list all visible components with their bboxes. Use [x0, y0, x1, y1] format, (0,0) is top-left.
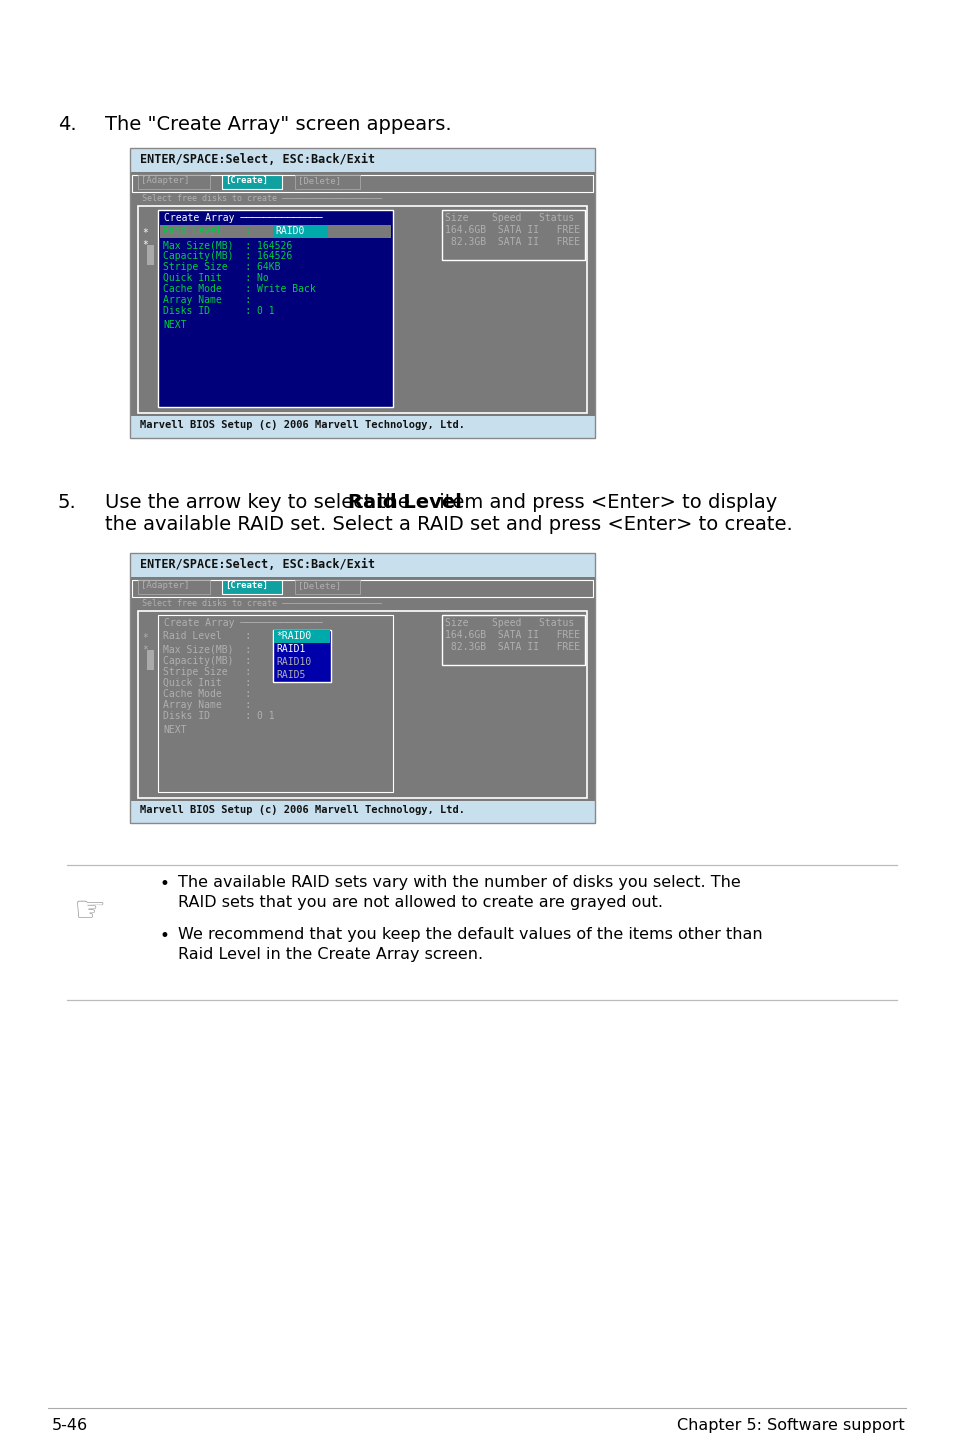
Bar: [138, 580, 210, 594]
Text: NEXT: NEXT: [163, 725, 186, 735]
Text: Quick Init    : No: Quick Init : No: [163, 273, 269, 283]
Text: The "Create Array" screen appears.: The "Create Array" screen appears.: [105, 115, 451, 134]
Text: We recommend that you keep the default values of the items other than: We recommend that you keep the default v…: [178, 928, 761, 942]
Bar: [130, 173, 595, 416]
Text: 82.3GB  SATA II   FREE: 82.3GB SATA II FREE: [444, 641, 579, 651]
Text: 4.: 4.: [58, 115, 76, 134]
Text: 5.: 5.: [58, 493, 76, 512]
Bar: [147, 650, 153, 670]
Text: Disks ID      : 0 1: Disks ID : 0 1: [163, 710, 274, 720]
Text: Size    Speed   Status: Size Speed Status: [444, 618, 574, 628]
Text: [Delete]: [Delete]: [297, 581, 340, 590]
Text: ENTER/SPACE:Select, ESC:Back/Exit: ENTER/SPACE:Select, ESC:Back/Exit: [140, 558, 375, 571]
Text: Max Size(MB)  : 164526: Max Size(MB) : 164526: [163, 240, 292, 250]
Text: ☞: ☞: [73, 893, 106, 928]
Text: 164.6GB  SATA II   FREE: 164.6GB SATA II FREE: [444, 630, 579, 640]
Bar: [130, 801, 595, 823]
Bar: [130, 554, 595, 823]
Text: •: •: [160, 928, 170, 945]
Text: Raid Level    :: Raid Level :: [163, 226, 251, 236]
Bar: [158, 615, 393, 792]
Bar: [441, 210, 584, 260]
Text: Cache Mode    : Write Back: Cache Mode : Write Back: [163, 283, 315, 293]
Bar: [222, 175, 282, 188]
Text: [Delete]: [Delete]: [297, 175, 340, 186]
Text: RAID1: RAID1: [275, 644, 305, 654]
Text: Select free disks to create ────────────────────: Select free disks to create ────────────…: [142, 600, 381, 608]
Bar: [147, 244, 153, 265]
Text: Stripe Size   :: Stripe Size :: [163, 667, 251, 677]
Text: NEXT: NEXT: [163, 321, 186, 329]
Text: 5-46: 5-46: [52, 1418, 88, 1434]
Bar: [132, 580, 593, 597]
Text: *RAID0: *RAID0: [275, 631, 311, 641]
Text: RAID sets that you are not allowed to create are grayed out.: RAID sets that you are not allowed to cr…: [178, 894, 662, 910]
Text: Stripe Size   : 64KB: Stripe Size : 64KB: [163, 262, 280, 272]
Bar: [274, 630, 330, 643]
Text: Create Array ──────────────: Create Array ──────────────: [164, 618, 322, 628]
Text: Raid Level    :: Raid Level :: [163, 631, 251, 641]
Text: Quick Init    :: Quick Init :: [163, 677, 251, 687]
Text: RAID5: RAID5: [275, 670, 305, 680]
Text: 164.6GB  SATA II   FREE: 164.6GB SATA II FREE: [444, 224, 579, 234]
Bar: [138, 175, 210, 188]
Text: [Create]: [Create]: [225, 581, 268, 590]
Bar: [130, 554, 595, 577]
Bar: [138, 611, 586, 798]
Text: *: *: [142, 633, 148, 643]
Bar: [294, 175, 359, 188]
Bar: [273, 224, 328, 239]
Text: *: *: [142, 229, 148, 239]
Text: *: *: [142, 646, 148, 654]
Bar: [273, 630, 331, 682]
Bar: [158, 210, 393, 407]
Bar: [138, 206, 586, 413]
Bar: [130, 148, 595, 173]
Text: Capacity(MB)  :: Capacity(MB) :: [163, 656, 251, 666]
Text: *: *: [142, 240, 148, 250]
Text: Array Name    :: Array Name :: [163, 295, 251, 305]
Text: 82.3GB  SATA II   FREE: 82.3GB SATA II FREE: [444, 237, 579, 247]
Bar: [222, 580, 282, 594]
Text: Size    Speed   Status: Size Speed Status: [444, 213, 574, 223]
Text: [Adapter]: [Adapter]: [141, 175, 190, 186]
Text: Raid Level: Raid Level: [347, 493, 461, 512]
Text: [Create]: [Create]: [225, 175, 268, 186]
Text: The available RAID sets vary with the number of disks you select. The: The available RAID sets vary with the nu…: [178, 874, 740, 890]
Bar: [160, 224, 391, 239]
Bar: [130, 416, 595, 439]
Text: Marvell BIOS Setup (c) 2006 Marvell Technology, Ltd.: Marvell BIOS Setup (c) 2006 Marvell Tech…: [140, 805, 464, 815]
Bar: [132, 175, 593, 193]
Text: Use the arrow key to select the: Use the arrow key to select the: [105, 493, 416, 512]
Text: Max Size(MB)  :: Max Size(MB) :: [163, 646, 251, 654]
Bar: [294, 580, 359, 594]
Text: Capacity(MB)  : 164526: Capacity(MB) : 164526: [163, 252, 292, 262]
Bar: [130, 577, 595, 801]
Bar: [130, 148, 595, 439]
Text: Select free disks to create ────────────────────: Select free disks to create ────────────…: [142, 194, 381, 203]
Text: RAID10: RAID10: [275, 657, 311, 667]
Text: RAID0: RAID0: [274, 226, 304, 236]
Text: Cache Mode    :: Cache Mode :: [163, 689, 251, 699]
Text: the available RAID set. Select a RAID set and press <Enter> to create.: the available RAID set. Select a RAID se…: [105, 515, 792, 533]
Text: Disks ID      : 0 1: Disks ID : 0 1: [163, 306, 274, 316]
Text: •: •: [160, 874, 170, 893]
Text: item and press <Enter> to display: item and press <Enter> to display: [432, 493, 776, 512]
Text: [Adapter]: [Adapter]: [141, 581, 190, 590]
Text: Marvell BIOS Setup (c) 2006 Marvell Technology, Ltd.: Marvell BIOS Setup (c) 2006 Marvell Tech…: [140, 420, 464, 430]
Text: Raid Level in the Create Array screen.: Raid Level in the Create Array screen.: [178, 948, 482, 962]
Text: Array Name    :: Array Name :: [163, 700, 251, 710]
Text: ENTER/SPACE:Select, ESC:Back/Exit: ENTER/SPACE:Select, ESC:Back/Exit: [140, 152, 375, 165]
Text: Chapter 5: Software support: Chapter 5: Software support: [677, 1418, 904, 1434]
Bar: [441, 615, 584, 664]
Text: Create Array ──────────────: Create Array ──────────────: [164, 213, 322, 223]
